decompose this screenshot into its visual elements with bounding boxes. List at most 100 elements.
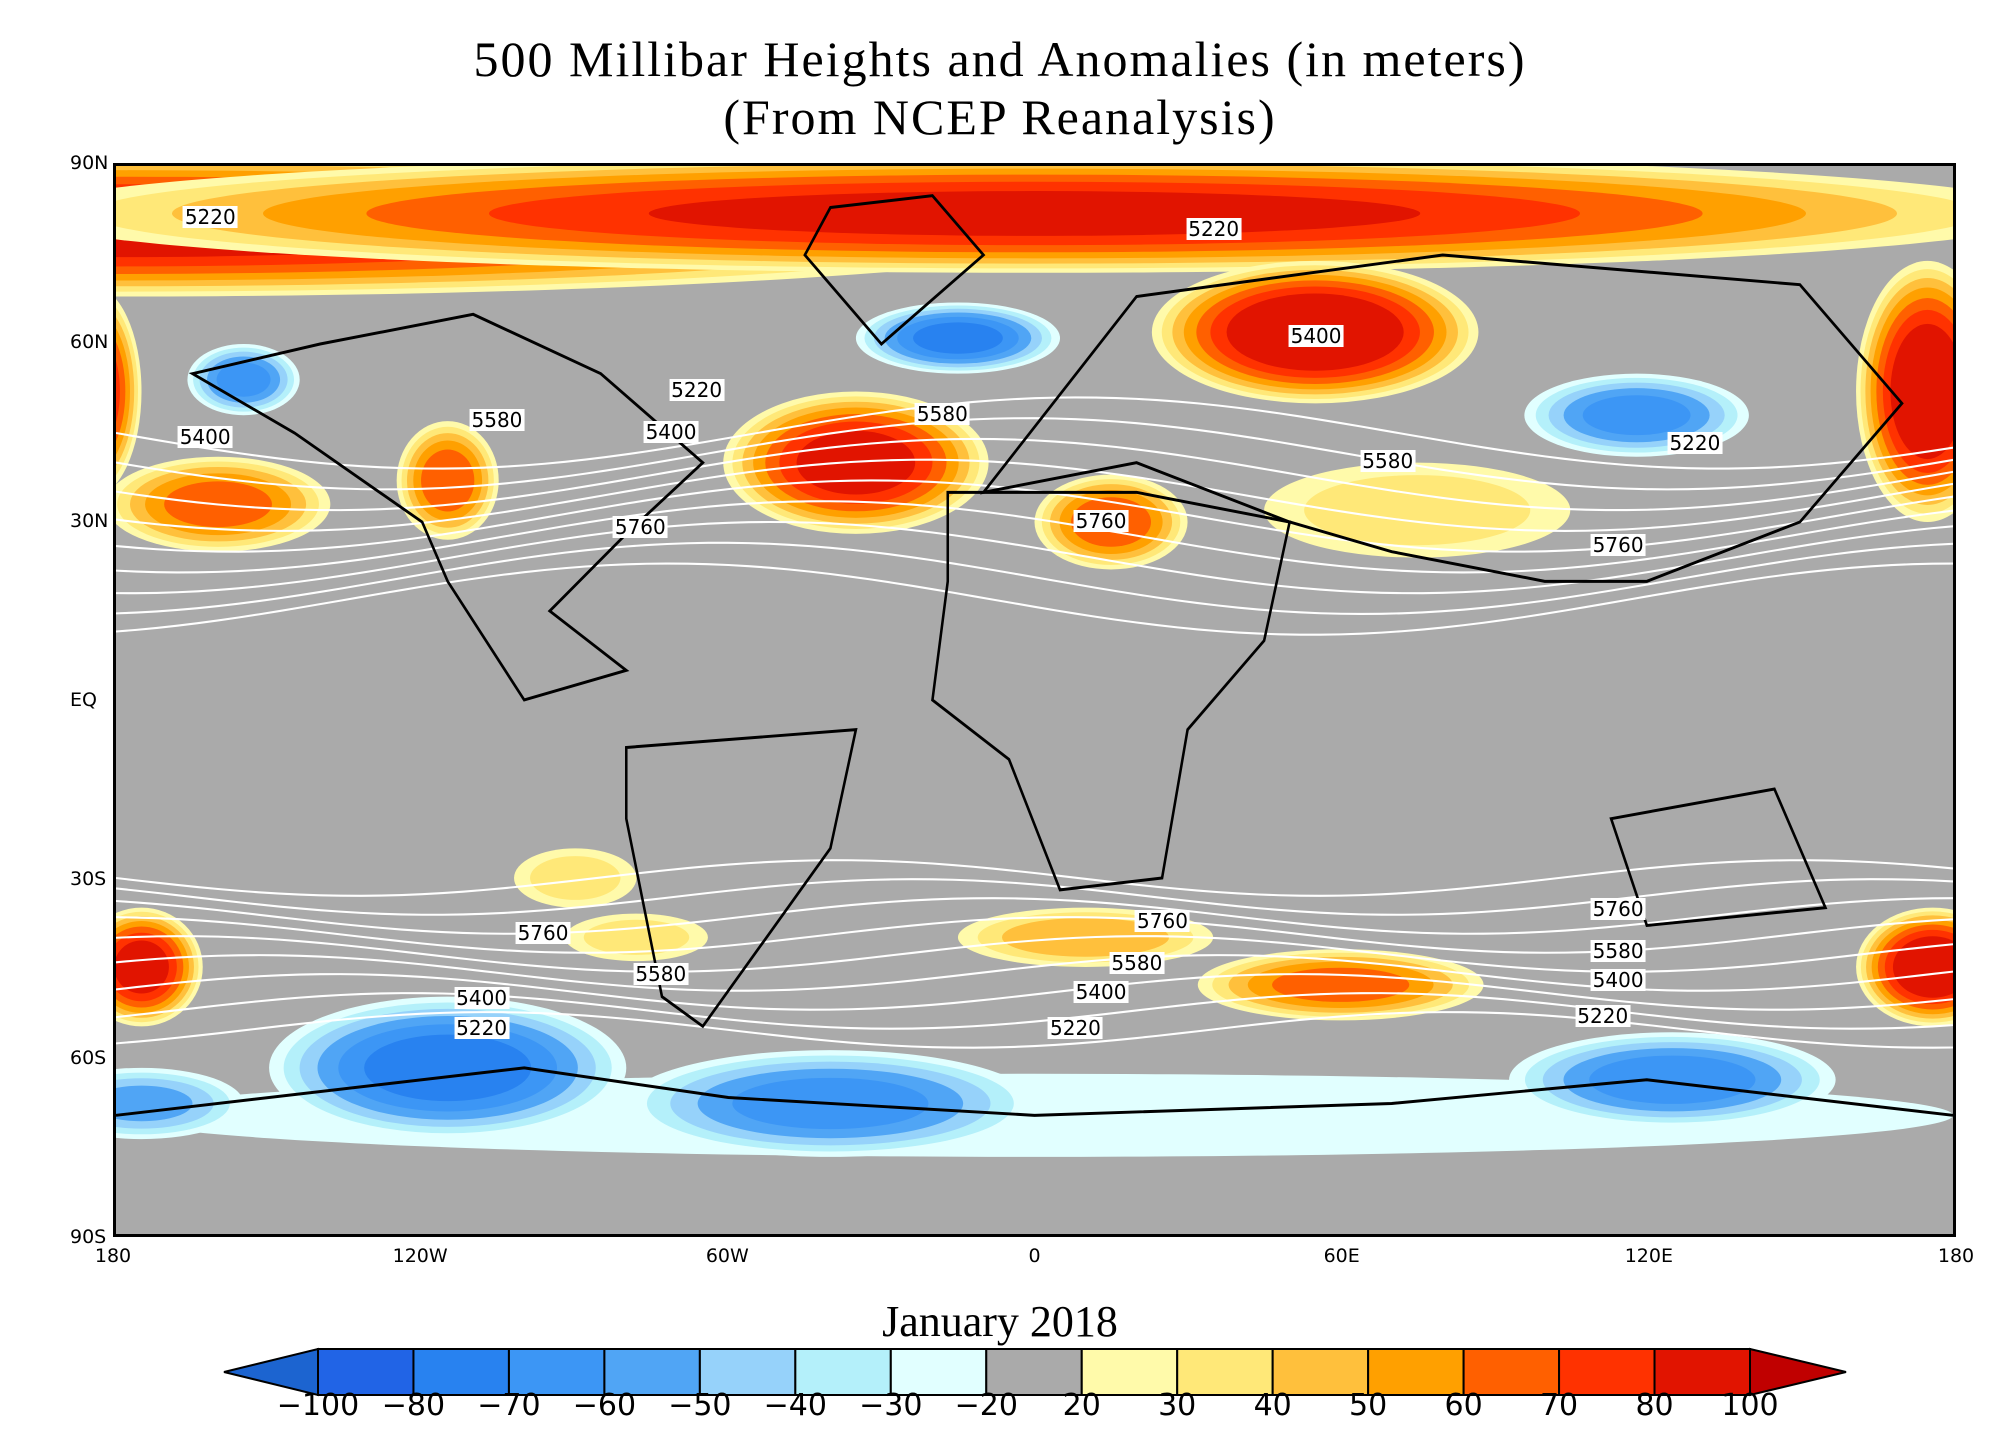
colorbar-bin (1080, 1348, 1179, 1396)
height-contour (115, 396, 1954, 470)
coastline (931, 490, 1292, 892)
contour-label: 5400 (454, 986, 510, 1011)
anomaly-region (114, 940, 169, 994)
colorbar-label: 20 (1062, 1388, 1101, 1423)
contour-label: 5580 (1590, 938, 1646, 963)
coastline (115, 1066, 1954, 1117)
lon-tick: 60E (1323, 1245, 1360, 1267)
colorbar-label: −100 (276, 1388, 360, 1423)
height-contour (115, 541, 1954, 616)
coastline (188, 312, 705, 702)
contour-label: 5400 (1073, 980, 1129, 1005)
height-contour (115, 992, 1954, 1030)
contour-label: 5760 (1135, 908, 1190, 933)
colorbar-bin (985, 1348, 1083, 1396)
contour-label: 5580 (633, 962, 689, 987)
colorbar-label: −40 (763, 1388, 827, 1423)
map-svg (0, 154, 2000, 1157)
contour-label: 5580 (469, 407, 525, 432)
lat-tick: 90S (70, 1226, 107, 1248)
anomaly-region (530, 856, 621, 900)
lon-tick: 120E (1624, 1245, 1673, 1267)
chart-title: 500 Millibar Heights and Anomalies (in m… (473, 31, 1527, 87)
chart-subtitle: (From NCEP Reanalysis) (723, 89, 1277, 145)
height-contour (115, 562, 1954, 636)
contour-label: 5760 (1590, 532, 1646, 557)
colorbar-bin (1271, 1348, 1370, 1396)
contour-label: 5220 (1667, 431, 1723, 456)
contour-label: 5580 (1360, 449, 1416, 474)
contour-label: 5760 (1590, 896, 1646, 921)
colorbar-bin (1462, 1348, 1561, 1396)
anomaly-region (1892, 936, 1973, 998)
anomaly-region (1272, 967, 1410, 1002)
colorbar-bin (317, 1348, 415, 1396)
height-contour (115, 878, 1954, 916)
colorbar-bin (603, 1348, 701, 1396)
contour-label: 5220 (182, 204, 238, 229)
colorbar-bin (794, 1348, 892, 1396)
anomaly-region (364, 1034, 532, 1102)
lat-tick: 60N (70, 331, 109, 353)
colorbar-label: −20 (954, 1388, 1018, 1423)
height-contour (115, 417, 1954, 491)
contour-label: 5580 (1109, 950, 1165, 975)
colorbar-label: 40 (1253, 1388, 1292, 1423)
colorbar-bin (698, 1348, 797, 1396)
height-contour (115, 458, 1954, 532)
colorbar-label: 80 (1635, 1388, 1674, 1423)
anomaly-region (1890, 323, 1965, 460)
height-contour (115, 859, 1954, 897)
colorbar-label: 60 (1444, 1388, 1483, 1423)
colorbar-label: 50 (1349, 1388, 1388, 1423)
colorbar-bin (889, 1348, 988, 1396)
lat-tick: 30N (70, 510, 109, 532)
colorbar-bin (1653, 1348, 1751, 1396)
coastline (1609, 787, 1828, 928)
lat-tick: 60S (70, 1047, 107, 1069)
height-contour (115, 500, 1954, 574)
colorbar (223, 1347, 1847, 1397)
contour-label: 5760 (1073, 509, 1129, 533)
lat-tick: 30S (70, 868, 107, 890)
anomaly-region (648, 191, 1421, 236)
contour-label: 5220 (1048, 1016, 1103, 1041)
coastline (625, 728, 858, 1029)
contour-label: 5220 (1575, 1004, 1631, 1029)
lon-tick: 180 (1937, 1245, 1975, 1267)
contour-label: 5400 (177, 425, 233, 450)
lon-tick: 0 (1028, 1245, 1041, 1267)
contour-label: 5400 (1590, 968, 1646, 993)
colorbar-bin (412, 1348, 510, 1396)
colorbar-label: 30 (1158, 1388, 1197, 1423)
contour-label: 5760 (515, 920, 571, 945)
lat-tick: EQ (70, 689, 97, 711)
anomaly-region (421, 449, 475, 512)
colorbar-high-arrow (1749, 1347, 1847, 1397)
lon-tick: 120W (392, 1245, 448, 1267)
colorbar-bin (507, 1348, 606, 1396)
anomaly-region (1582, 395, 1691, 436)
lon-tick: 180 (94, 1245, 132, 1267)
contour-label: 5400 (643, 419, 699, 444)
height-contour (115, 916, 1954, 954)
colorbar-bin (1176, 1348, 1274, 1396)
colorbar-label: 100 (1721, 1388, 1779, 1423)
height-contour (115, 1011, 1954, 1049)
anomaly-map (0, 154, 2000, 1237)
height-contour (115, 437, 1954, 512)
colorbar-label: −60 (572, 1388, 637, 1423)
contour-label: 5400 (1288, 324, 1344, 349)
contour-label: 5580 (914, 401, 970, 426)
coastline (980, 253, 1904, 583)
height-contour (115, 520, 1954, 595)
colorbar-label: −50 (668, 1388, 732, 1423)
period-label: January 2018 (882, 1297, 1118, 1346)
colorbar-label: −70 (477, 1388, 541, 1423)
contour-label: 5220 (454, 1016, 510, 1041)
anomaly-region (913, 322, 1003, 354)
height-contour (115, 935, 1954, 973)
anomaly-region (1589, 1055, 1756, 1104)
anomaly-region (216, 362, 271, 397)
